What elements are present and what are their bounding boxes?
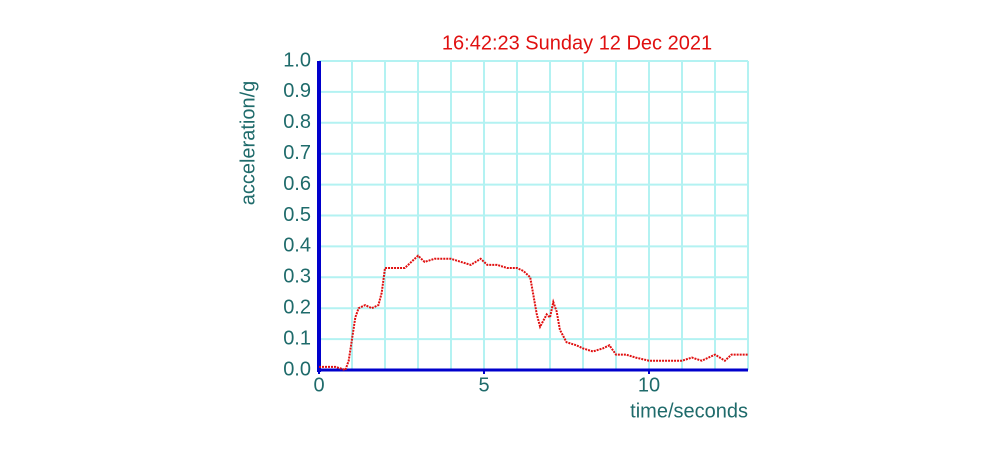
y-tick-label: 0.0 [283, 358, 311, 380]
y-tick-label: 1.0 [283, 49, 311, 71]
y-tick-label: 0.4 [283, 235, 311, 257]
y-axis-label: acceleration/g [237, 81, 259, 206]
chart-title: 16:42:23 Sunday 12 Dec 2021 [442, 32, 712, 54]
x-tick-label: 5 [478, 374, 489, 396]
y-tick-label: 0.1 [283, 327, 311, 349]
y-tick-label: 0.2 [283, 296, 311, 318]
y-tick-label: 0.7 [283, 142, 311, 164]
y-tick-label: 0.3 [283, 266, 311, 288]
y-tick-label: 0.5 [283, 204, 311, 226]
x-axis-label: time/seconds [630, 400, 748, 422]
y-tick-label: 0.9 [283, 80, 311, 102]
y-tick-label: 0.6 [283, 173, 311, 195]
x-tick-label: 0 [313, 374, 324, 396]
data-line [319, 254, 748, 372]
x-tick-label: 10 [638, 374, 660, 396]
y-tick-label: 0.8 [283, 111, 311, 133]
